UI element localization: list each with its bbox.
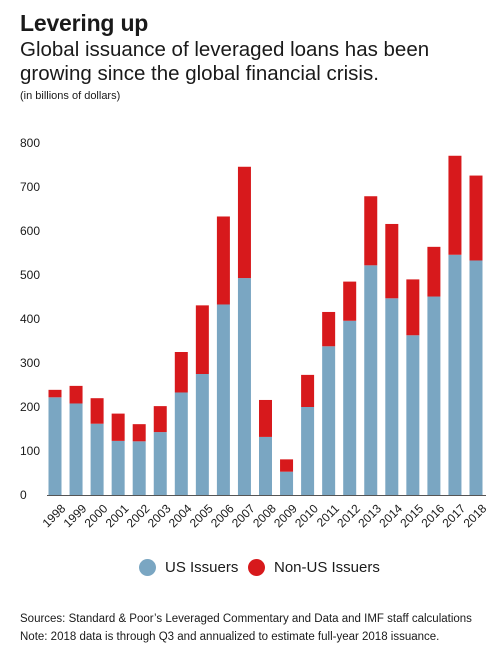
- y-tick-label: 300: [20, 356, 40, 370]
- bar-nonus-issuers: [364, 196, 378, 266]
- bar-us-issuers: [69, 403, 83, 495]
- y-tick-label: 100: [20, 444, 40, 458]
- bar-us-issuers: [111, 440, 125, 495]
- bar-us-issuers: [322, 346, 336, 495]
- y-tick-label: 0: [20, 488, 27, 502]
- stacked-bar-chart: 0100200300400500600700800199819992000200…: [20, 136, 490, 530]
- footnote: Note: 2018 data is through Q3 and annual…: [20, 631, 440, 643]
- bar-us-issuers: [406, 335, 420, 495]
- chart-subtitle: Global issuance of leveraged loans has b…: [20, 38, 430, 85]
- bar-nonus-issuers: [385, 223, 399, 299]
- bar-nonus-issuers: [153, 406, 167, 433]
- x-tick-label: 2018: [461, 501, 490, 530]
- bar-nonus-issuers: [174, 352, 188, 393]
- bar-nonus-issuers: [322, 311, 336, 347]
- y-tick-label: 800: [20, 136, 40, 150]
- bar-us-issuers: [174, 392, 188, 495]
- legend-item-us: US Issuers: [139, 559, 238, 576]
- legend-swatch-us: [139, 559, 156, 576]
- bar-us-issuers: [385, 298, 399, 495]
- legend-label-nonus: Non-US Issuers: [274, 559, 380, 576]
- bar-nonus-issuers: [469, 175, 483, 261]
- legend-label-us: US Issuers: [165, 559, 239, 576]
- legend-item-nonus: Non-US Issuers: [248, 559, 380, 576]
- bar-nonus-issuers: [69, 385, 83, 404]
- bar-nonus-issuers: [48, 389, 62, 398]
- bar-us-issuers: [259, 436, 272, 495]
- bar-us-issuers: [132, 441, 146, 495]
- bar-nonus-issuers: [448, 155, 462, 255]
- y-tick-label: 700: [20, 180, 40, 194]
- bar-us-issuers: [280, 471, 294, 495]
- legend-swatch-nonus: [248, 559, 265, 576]
- bar-nonus-issuers: [280, 459, 294, 472]
- bar-us-issuers: [216, 304, 230, 495]
- bar-nonus-issuers: [132, 424, 146, 442]
- bar-nonus-issuers: [259, 399, 272, 437]
- bar-nonus-issuers: [195, 305, 209, 374]
- bar-us-issuers: [90, 423, 104, 495]
- bar-us-issuers: [343, 320, 357, 495]
- bar-nonus-issuers: [343, 281, 357, 321]
- bar-us-issuers: [427, 296, 441, 495]
- bar-nonus-issuers: [427, 246, 441, 297]
- bar-us-issuers: [364, 265, 378, 495]
- legend: US Issuers Non-US Issuers: [0, 559, 503, 581]
- bar-nonus-issuers: [216, 216, 230, 305]
- bar-nonus-issuers: [90, 398, 104, 424]
- bar-us-issuers: [237, 278, 251, 495]
- bar-nonus-issuers: [111, 413, 125, 441]
- sources-note: Sources: Standard & Poor’s Leveraged Com…: [20, 613, 472, 625]
- bar-us-issuers: [153, 432, 167, 495]
- bar-nonus-issuers: [406, 279, 420, 336]
- bar-nonus-issuers: [237, 166, 251, 279]
- chart-title: Levering up: [20, 10, 149, 36]
- bar-us-issuers: [195, 374, 209, 495]
- y-tick-label: 200: [20, 400, 40, 414]
- y-tick-label: 400: [20, 312, 40, 326]
- y-tick-label: 600: [20, 224, 40, 238]
- bar-nonus-issuers: [301, 374, 315, 407]
- bar-us-issuers: [301, 407, 315, 495]
- units-label: (in billions of dollars): [20, 90, 121, 102]
- bar-us-issuers: [48, 397, 62, 495]
- bar-us-issuers: [448, 254, 462, 495]
- y-tick-label: 500: [20, 268, 40, 282]
- bar-us-issuers: [469, 260, 483, 495]
